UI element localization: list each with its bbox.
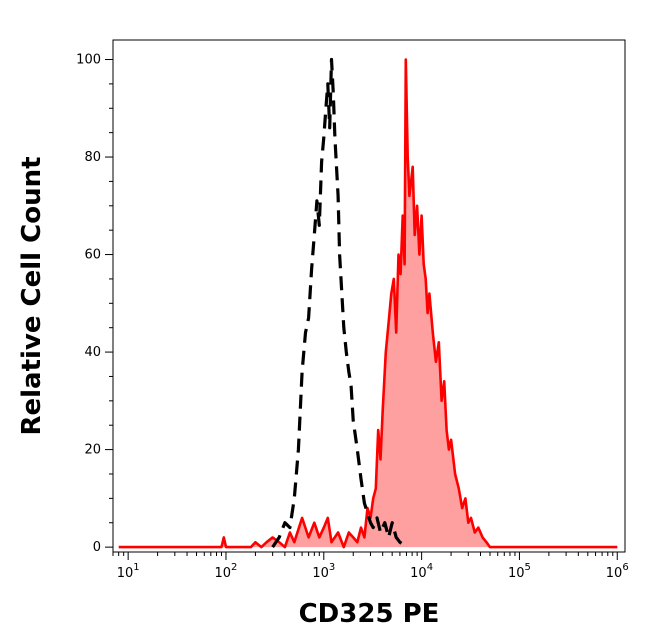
- y-axis: 0 20 40 60 80 100: [76, 53, 113, 555]
- series-layer: [118, 57, 618, 549]
- x-tick-label: 103: [312, 562, 335, 581]
- x-tick-label: 101: [117, 562, 140, 581]
- series-1-line: [118, 58, 618, 549]
- x-tick-label: 105: [508, 562, 531, 581]
- y-tick-label: 60: [84, 248, 101, 263]
- y-tick-label: 20: [84, 443, 101, 458]
- x-axis: 101 102 103 104 105 106: [112, 552, 629, 581]
- x-axis-title: CD325 PE: [299, 599, 440, 629]
- y-tick-label: 0: [93, 540, 101, 555]
- plot-frame: [112, 39, 626, 553]
- x-tick-label: 106: [606, 562, 629, 581]
- series-0-line: [271, 57, 408, 549]
- x-tick-label: 102: [215, 562, 238, 581]
- y-tick-label: 40: [84, 345, 101, 360]
- y-tick-label: 80: [84, 150, 101, 165]
- y-axis-title: Relative Cell Count: [17, 156, 47, 435]
- y-tick-label: 100: [76, 53, 101, 68]
- x-tick-label: 104: [410, 562, 433, 581]
